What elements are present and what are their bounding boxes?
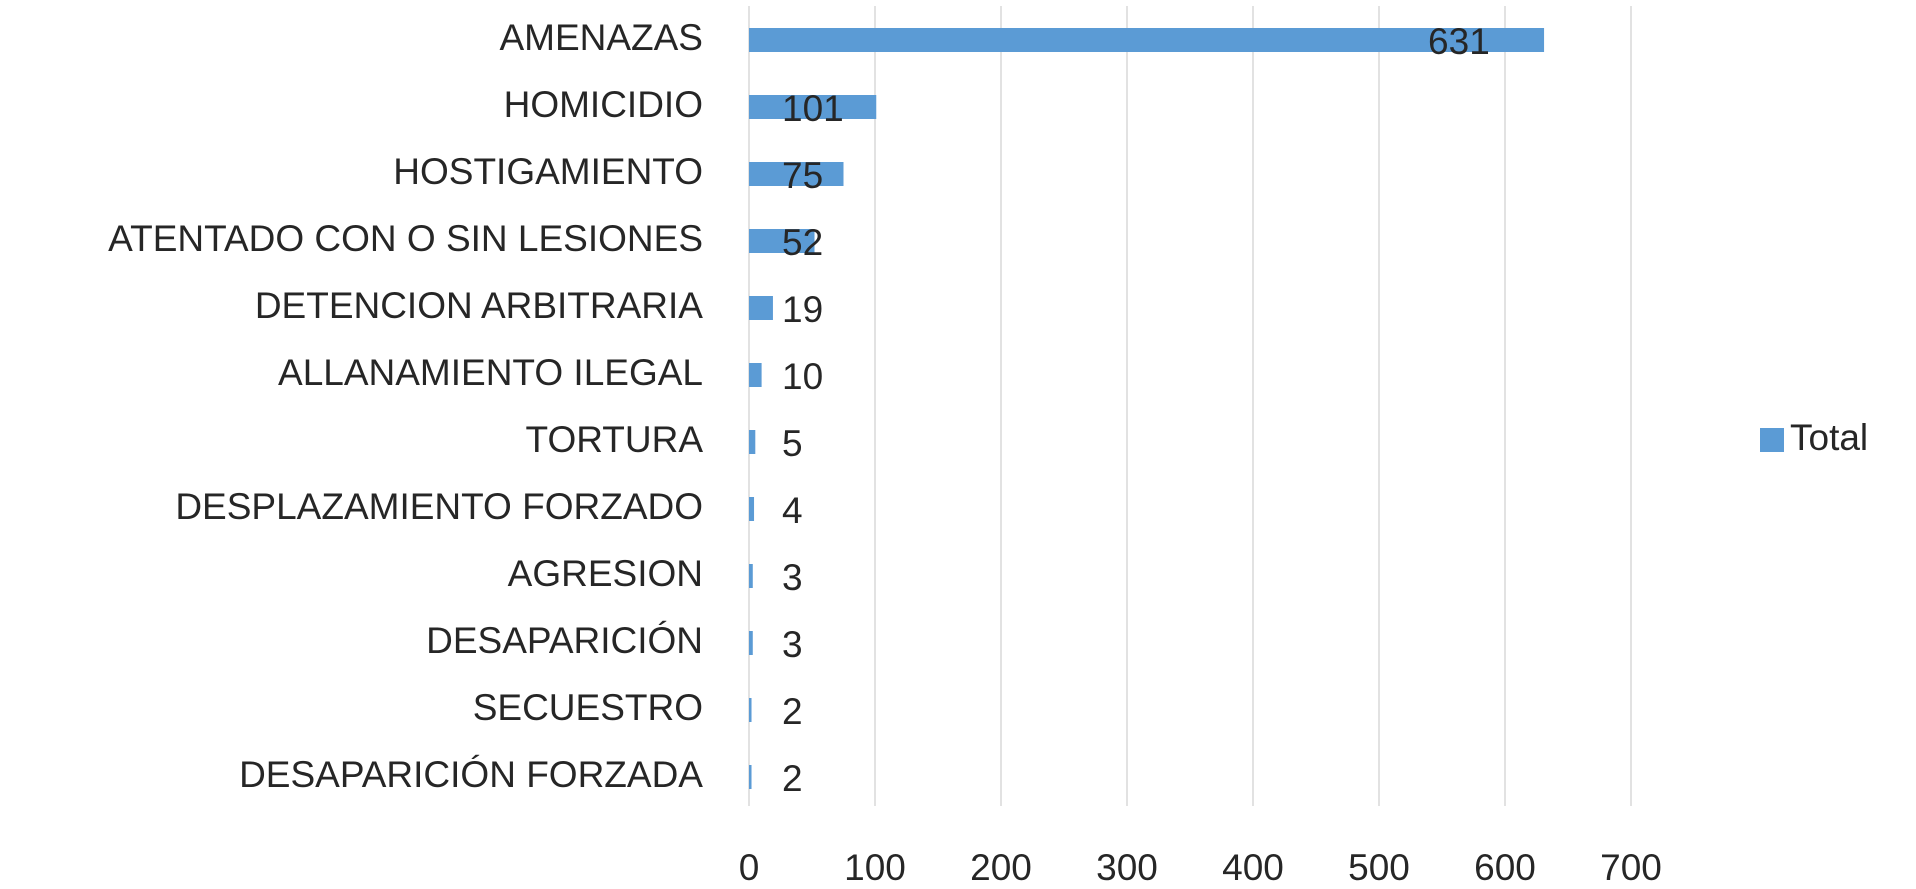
y-tick-label: DESAPARICIÓN FORZADA bbox=[239, 754, 703, 795]
bar bbox=[749, 631, 753, 655]
x-tick-label: 200 bbox=[970, 847, 1032, 888]
data-label: 5 bbox=[782, 423, 803, 464]
data-label: 101 bbox=[782, 88, 844, 129]
data-label: 3 bbox=[782, 557, 803, 598]
bar bbox=[749, 430, 756, 454]
y-tick-label: HOMICIDIO bbox=[504, 84, 703, 125]
x-tick-label: 100 bbox=[844, 847, 906, 888]
x-tick-label: 400 bbox=[1222, 847, 1284, 888]
legend-label: Total bbox=[1790, 417, 1868, 458]
x-tick-label: 0 bbox=[739, 847, 760, 888]
y-tick-label: HOSTIGAMIENTO bbox=[393, 151, 703, 192]
y-tick-label: ALLANAMIENTO ILEGAL bbox=[278, 352, 703, 393]
y-tick-label: SECUESTRO bbox=[473, 687, 703, 728]
data-label: 4 bbox=[782, 490, 803, 531]
bar bbox=[749, 497, 755, 521]
data-label: 3 bbox=[782, 624, 803, 665]
bar bbox=[749, 296, 773, 320]
data-label: 75 bbox=[782, 155, 823, 196]
bar bbox=[749, 363, 762, 387]
bar bbox=[749, 765, 752, 789]
bar bbox=[749, 229, 815, 253]
data-label: 19 bbox=[782, 289, 823, 330]
legend-swatch bbox=[1760, 428, 1784, 452]
bar bbox=[749, 698, 752, 722]
data-label: 10 bbox=[782, 356, 823, 397]
y-tick-label: DESAPARICIÓN bbox=[426, 620, 703, 661]
y-tick-label: TORTURA bbox=[526, 419, 704, 460]
x-tick-label: 500 bbox=[1348, 847, 1410, 888]
x-tick-label: 600 bbox=[1474, 847, 1536, 888]
y-tick-label: AMENAZAS bbox=[499, 17, 703, 58]
bar bbox=[749, 95, 877, 119]
y-tick-label: DESPLAZAMIENTO FORZADO bbox=[175, 486, 703, 527]
data-label: 2 bbox=[782, 758, 803, 799]
data-label: 52 bbox=[782, 222, 823, 263]
data-label: 631 bbox=[1428, 21, 1490, 62]
y-tick-label: AGRESION bbox=[508, 553, 703, 594]
x-tick-label: 700 bbox=[1600, 847, 1662, 888]
x-tick-label: 300 bbox=[1096, 847, 1158, 888]
y-tick-label: ATENTADO CON O SIN LESIONES bbox=[108, 218, 703, 259]
y-tick-label: DETENCION ARBITRARIA bbox=[255, 285, 703, 326]
bar bbox=[749, 162, 844, 186]
bar bbox=[749, 564, 753, 588]
data-label: 2 bbox=[782, 691, 803, 732]
bar bbox=[749, 28, 1545, 52]
